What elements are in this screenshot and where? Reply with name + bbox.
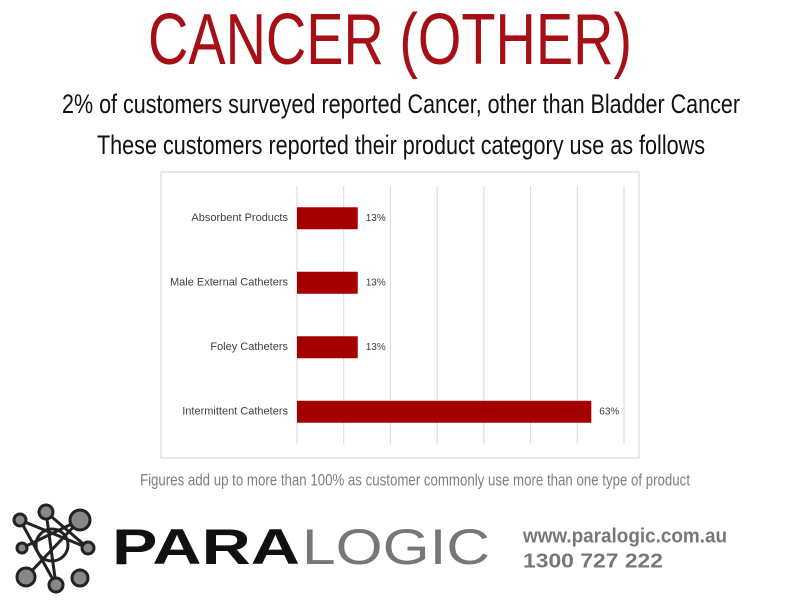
bar (297, 336, 358, 359)
data-label: 13% (366, 277, 386, 288)
data-label: 13% (366, 213, 386, 224)
logo-text: LOGIC (302, 519, 490, 575)
y-tick-label: Absorbent Products (191, 212, 288, 224)
y-tick-label: Male External Catheters (170, 277, 288, 289)
phone: 1300 727 222 (523, 550, 663, 572)
slide-title: CANCER (OTHER) (148, 0, 632, 80)
y-tick-label: Foley Catheters (210, 341, 288, 353)
plot: Absorbent Products 13% Male External Cathe… (170, 186, 625, 444)
footnote: Figures add up to more than 100% as cust… (140, 470, 690, 489)
bar (297, 400, 592, 423)
subtitle: These customers reported their product c… (97, 130, 705, 160)
y-tick-label: Intermittent Catheters (182, 406, 288, 418)
bar (297, 207, 358, 230)
website: www.paralogic.com.au (522, 525, 727, 547)
logo-icon (12, 503, 96, 594)
data-label: 63% (599, 406, 619, 417)
subtitle: 2% of customers surveyed reported Cancer… (62, 89, 740, 119)
data-label: 13% (366, 342, 386, 353)
logo-text: PARA (112, 519, 300, 575)
bar (297, 271, 358, 294)
